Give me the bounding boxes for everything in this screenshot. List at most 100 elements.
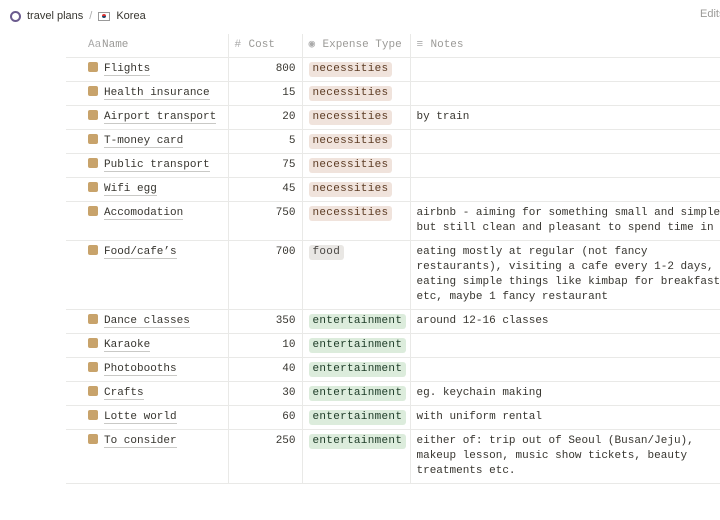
notes-text: with uniform rental	[416, 411, 542, 423]
type-cell: entertainment	[302, 333, 411, 358]
expense-tag: necessities	[308, 206, 393, 221]
cost-value: 5	[288, 135, 296, 147]
page-link[interactable]: Korea	[116, 10, 146, 22]
notes-cell	[410, 57, 720, 82]
cost-value: 20	[282, 111, 296, 123]
type-cell: entertainment	[302, 309, 411, 334]
edit-status: Edits	[700, 8, 720, 20]
notes-cell	[410, 153, 720, 178]
table-row: Health insurance 15 necessities	[66, 81, 720, 106]
row-icon	[88, 314, 98, 324]
table-row: Karaoke 10 entertainment	[66, 333, 720, 358]
row-name[interactable]: Food/cafe’s	[104, 246, 177, 259]
row-name[interactable]: Wifi egg	[104, 183, 157, 196]
cost-value: 350	[275, 315, 296, 327]
name-cell[interactable]: To consider	[66, 429, 229, 484]
header-text: Cost	[248, 39, 275, 51]
row-name[interactable]: Public transport	[104, 159, 210, 172]
name-cell[interactable]: Airport transport	[66, 105, 229, 130]
row-name[interactable]: Crafts	[104, 387, 144, 400]
expense-tag: entertainment	[308, 386, 407, 401]
row-name[interactable]: Lotte world	[104, 411, 177, 424]
type-cell: entertainment	[302, 405, 411, 430]
workspace-icon	[10, 10, 21, 22]
name-cell[interactable]: Food/cafe’s	[66, 240, 229, 310]
cost-cell: 40	[228, 357, 303, 382]
notes-text: around 12-16 classes	[416, 315, 549, 327]
name-cell[interactable]: Lotte world	[66, 405, 229, 430]
table-row: T-money card 5 necessities	[66, 129, 720, 154]
cost-value: 15	[282, 87, 296, 99]
row-icon	[88, 158, 98, 168]
expense-tag: necessities	[308, 134, 393, 149]
row-name[interactable]: Airport transport	[104, 111, 217, 124]
cost-cell: 45	[228, 177, 303, 202]
cost-cell: 30	[228, 381, 303, 406]
cost-value: 800	[275, 63, 296, 75]
row-name[interactable]: Dance classes	[104, 315, 190, 328]
column-header[interactable]: ◉ Expense Type	[302, 34, 411, 58]
name-cell[interactable]: Wifi egg	[66, 177, 229, 202]
row-name[interactable]: To consider	[104, 435, 177, 448]
column-header[interactable]: # Cost	[228, 34, 303, 58]
table-row: Airport transport 20 necessities by train	[66, 105, 720, 130]
type-cell: necessities	[302, 57, 411, 82]
expense-tag: necessities	[308, 86, 393, 101]
cost-cell: 750	[228, 201, 303, 241]
expense-tag: entertainment	[308, 362, 407, 377]
column-header[interactable]: AaName	[66, 34, 229, 58]
name-cell[interactable]: T-money card	[66, 129, 229, 154]
workspace-link[interactable]: travel plans	[27, 10, 84, 22]
cost-cell: 10	[228, 333, 303, 358]
table-row: Flights 800 necessities	[66, 57, 720, 82]
expense-tag: food	[308, 245, 345, 260]
row-icon	[88, 410, 98, 420]
row-name[interactable]: Accomodation	[104, 207, 184, 220]
notes-cell: eating mostly at regular (not fancy rest…	[410, 240, 720, 310]
cost-value: 30	[282, 387, 296, 399]
type-cell: necessities	[302, 201, 411, 241]
header-row: AaName # Cost ◉ Expense Type ≡ Notes	[66, 34, 720, 58]
row-icon	[88, 206, 98, 216]
cost-value: 750	[275, 207, 296, 219]
row-name[interactable]: Karaoke	[104, 339, 151, 352]
row-icon	[88, 338, 98, 348]
table-row: Dance classes 350 entertainment around 12-1…	[66, 309, 720, 334]
type-cell: entertainment	[302, 381, 411, 406]
table-row: Public transport 75 necessities	[66, 153, 720, 178]
name-cell[interactable]: Dance classes	[66, 309, 229, 334]
row-icon	[88, 182, 98, 192]
name-cell[interactable]: Public transport	[66, 153, 229, 178]
row-icon	[88, 245, 98, 255]
type-cell: necessities	[302, 153, 411, 178]
cost-value: 75	[282, 159, 296, 171]
expense-tag: entertainment	[308, 338, 407, 353]
table-row: Accomodation 750 necessities airbnb - aimin…	[66, 201, 720, 241]
name-cell[interactable]: Flights	[66, 57, 229, 82]
notes-text: either of: trip out of Seoul (Busan/Jeju…	[416, 435, 694, 477]
type-cell: food	[302, 240, 411, 310]
cost-cell: 250	[228, 429, 303, 484]
expense-tag: entertainment	[308, 434, 407, 449]
notes-text: airbnb - aiming for something small and …	[416, 207, 720, 234]
header-text: Name	[102, 39, 129, 51]
name-cell[interactable]: Crafts	[66, 381, 229, 406]
row-name[interactable]: Flights	[104, 63, 151, 76]
name-cell[interactable]: Health insurance	[66, 81, 229, 106]
row-name[interactable]: Photobooths	[104, 363, 177, 376]
cost-value: 250	[275, 435, 296, 447]
separator: /	[89, 10, 93, 22]
expense-tag: necessities	[308, 110, 393, 125]
name-cell[interactable]: Karaoke	[66, 333, 229, 358]
column-header[interactable]: ≡ Notes	[410, 34, 720, 58]
name-cell[interactable]: Accomodation	[66, 201, 229, 241]
notes-cell: eg. keychain making	[410, 381, 720, 406]
row-icon	[88, 134, 98, 144]
name-cell[interactable]: Photobooths	[66, 357, 229, 382]
row-icon	[88, 362, 98, 372]
cost-cell: 800	[228, 57, 303, 82]
cost-cell: 350	[228, 309, 303, 334]
row-name[interactable]: Health insurance	[104, 87, 210, 100]
notes-cell: around 12-16 classes	[410, 309, 720, 334]
row-name[interactable]: T-money card	[104, 135, 184, 148]
